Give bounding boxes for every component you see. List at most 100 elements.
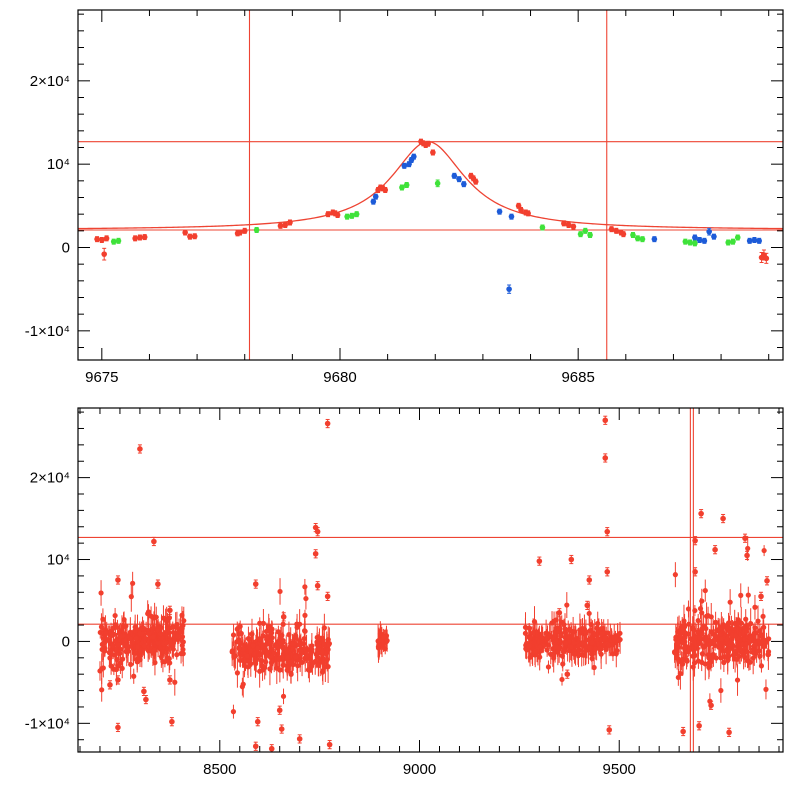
outliers-point-44	[742, 533, 748, 543]
cluster-point	[256, 636, 263, 642]
green-point-9	[539, 224, 546, 231]
green-point-7	[403, 182, 410, 188]
green-point-19	[725, 239, 732, 246]
cluster-point	[259, 662, 265, 669]
cluster-point	[255, 645, 261, 651]
cluster-point	[685, 631, 692, 637]
outliers-point-40	[698, 509, 704, 519]
cluster-point	[175, 633, 181, 640]
cluster-point	[553, 644, 559, 650]
outliers-point-4	[167, 605, 173, 615]
cluster-point	[727, 599, 733, 605]
cluster-point	[174, 652, 180, 658]
outliers-point-37	[564, 669, 571, 679]
plot-area	[78, 10, 783, 360]
cluster-point	[139, 631, 146, 637]
cluster-point	[280, 621, 286, 627]
cluster-point	[252, 659, 259, 665]
blue-point-16	[706, 227, 712, 236]
y-tick-label: -1×10⁴	[25, 323, 70, 340]
cluster-point	[114, 656, 120, 663]
green-point-4	[349, 212, 355, 219]
cluster-point	[718, 631, 724, 637]
outliers-point-46	[758, 591, 764, 601]
red-point-35	[525, 210, 531, 217]
x-tick-label: 9500	[603, 761, 636, 778]
cluster-point	[128, 661, 134, 667]
outliers-point-32	[602, 415, 609, 425]
red-point-0	[94, 236, 100, 243]
cluster-point	[295, 663, 301, 669]
cluster-point	[706, 637, 712, 644]
cluster-point	[675, 639, 682, 646]
outliers-point-15	[252, 741, 259, 751]
outliers-point-13	[252, 579, 259, 589]
cluster-point	[594, 636, 600, 643]
green-point-18	[692, 240, 698, 247]
cluster-point	[239, 684, 245, 690]
cluster-point	[526, 643, 532, 649]
cluster-point	[750, 649, 756, 656]
cluster-point	[277, 588, 283, 595]
green-point-16	[682, 238, 689, 245]
cluster-point	[153, 614, 159, 620]
cluster-point	[761, 624, 767, 630]
x-tick-label: 9680	[323, 369, 356, 386]
cluster-point	[292, 654, 299, 660]
cluster-point	[260, 643, 266, 649]
cluster-point	[278, 634, 284, 640]
cluster-point	[692, 607, 698, 614]
cluster-point	[160, 615, 167, 621]
green-point-21	[734, 234, 741, 241]
cluster-point	[677, 633, 683, 640]
cluster-point	[131, 673, 137, 679]
red-point-42	[620, 231, 627, 238]
cluster-point	[244, 653, 250, 659]
red-point-39	[608, 226, 615, 233]
cluster-point	[712, 633, 719, 639]
cluster-point	[110, 643, 116, 649]
cluster-point	[150, 634, 157, 640]
cluster-point	[302, 584, 308, 590]
outliers-point-20	[314, 527, 321, 537]
cluster-point	[725, 649, 731, 655]
cluster-point	[108, 632, 115, 639]
x-tick-label: 9000	[403, 761, 436, 778]
cluster-point	[575, 643, 582, 649]
cluster-point	[752, 625, 758, 631]
cluster-point	[589, 639, 595, 646]
cluster-point	[180, 651, 186, 657]
outliers-point-27	[296, 734, 303, 744]
outliers-point-17	[278, 724, 285, 734]
cluster-point	[562, 634, 568, 640]
cluster-point	[532, 648, 538, 654]
outliers-point-9	[115, 675, 121, 685]
cluster-point	[606, 642, 612, 649]
cluster-point	[316, 662, 322, 669]
outliers-point-33	[602, 453, 609, 463]
red-point-6	[141, 234, 148, 241]
cluster-point	[679, 627, 685, 633]
cluster-3	[522, 592, 623, 686]
cluster-point	[133, 635, 139, 642]
cluster-point	[167, 639, 174, 645]
cluster-point	[701, 644, 707, 650]
red-point-11	[237, 229, 243, 236]
cluster-point	[718, 687, 724, 694]
outliers-point-51	[692, 567, 698, 577]
red-point-8	[187, 233, 193, 240]
cluster-point	[380, 634, 387, 640]
outliers-point-31	[584, 600, 591, 610]
cluster-point	[321, 625, 327, 631]
cluster-point	[568, 644, 574, 650]
blue-point-9	[496, 208, 503, 215]
cluster-point	[591, 664, 597, 671]
outliers-point-12	[143, 694, 149, 705]
cluster-point	[179, 642, 185, 648]
cluster-point	[267, 638, 273, 645]
outliers-point-39	[680, 726, 686, 737]
cluster-point	[732, 633, 739, 639]
green-point-2	[253, 227, 260, 233]
green-point-3	[344, 213, 350, 220]
red-point-16	[325, 211, 331, 218]
